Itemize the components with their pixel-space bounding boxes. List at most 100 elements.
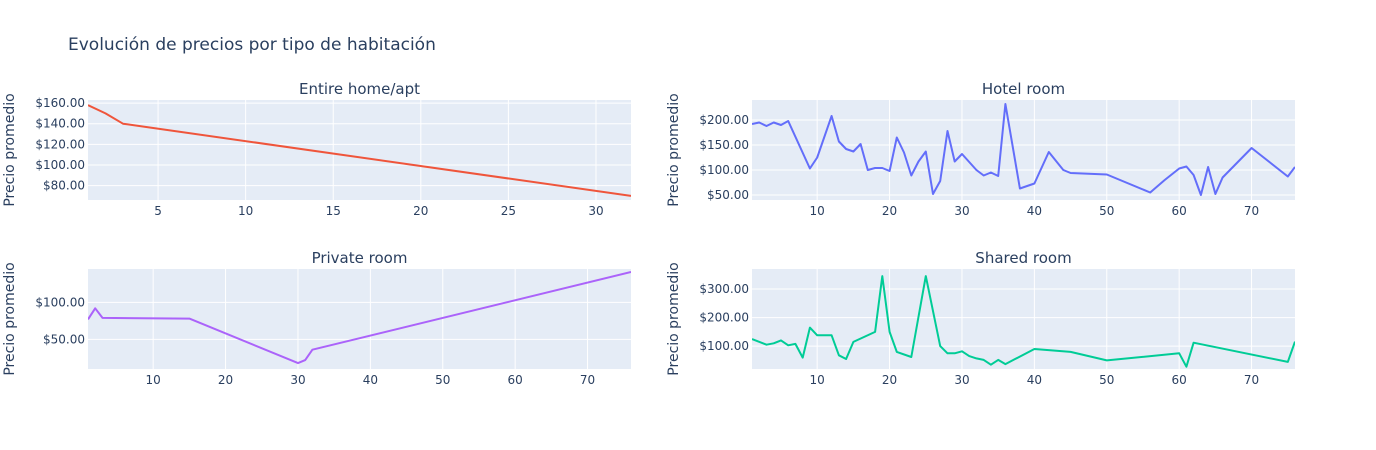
x-tick-label: 25 (501, 204, 516, 218)
data-point-private-room (93, 306, 97, 310)
data-point-private-room (86, 317, 90, 321)
y-tick-label: $100.00 (699, 163, 749, 177)
subplot-title-hotel-room: Hotel room (982, 80, 1065, 98)
data-point-hotel-room (1047, 150, 1051, 154)
data-point-hotel-room (902, 151, 906, 155)
y-tick-label: $100.00 (35, 158, 85, 172)
x-tick-label: 60 (508, 373, 523, 387)
data-point-hotel-room (1184, 165, 1188, 169)
data-point-shared-room (837, 353, 841, 357)
x-tick-label: 20 (882, 373, 897, 387)
data-point-hotel-room (815, 156, 819, 160)
data-point-shared-room (1192, 341, 1196, 345)
data-point-hotel-room (1286, 175, 1290, 179)
data-point-shared-room (895, 350, 899, 354)
series-line-entire-home-apt (88, 104, 631, 197)
x-tick-label: 50 (1099, 204, 1114, 218)
y-axis-title-private-room: Precio promedio (2, 262, 18, 375)
chart-title: Evolución de precios por tipo de habitac… (68, 35, 436, 55)
y-axis-title-entire-home-apt: Precio promedio (2, 93, 18, 206)
data-point-hotel-room (1213, 192, 1217, 196)
data-point-shared-room (801, 356, 805, 360)
data-point-hotel-room (859, 142, 863, 146)
x-tick-label: 30 (954, 373, 969, 387)
data-point-shared-room (815, 333, 819, 337)
data-point-hotel-room (982, 174, 986, 178)
data-point-hotel-room (851, 150, 855, 154)
data-point-hotel-room (830, 114, 834, 118)
data-point-shared-room (967, 354, 971, 358)
data-point-shared-room (1032, 347, 1036, 351)
data-point-shared-room (909, 355, 913, 359)
x-tick-label: 40 (363, 373, 378, 387)
data-point-entire-home-apt (629, 194, 633, 198)
data-point-shared-room (786, 343, 790, 347)
x-tick-label: 70 (1244, 204, 1259, 218)
data-point-shared-room (873, 330, 877, 334)
subplot-title-private-room: Private room (312, 249, 408, 267)
data-point-shared-room (808, 326, 812, 330)
series-line-private-room (88, 271, 631, 365)
data-point-hotel-room (1206, 165, 1210, 169)
y-tick-label: $300.00 (699, 282, 749, 296)
data-point-shared-room (844, 357, 848, 361)
data-point-shared-room (953, 351, 957, 355)
x-tick-label: 70 (1244, 373, 1259, 387)
x-tick-label: 15 (326, 204, 341, 218)
data-point-shared-room (945, 351, 949, 355)
data-point-hotel-room (924, 150, 928, 154)
panel-private-room: 10 20 30 40 50 60 70 $50.00 $100.00 Private room P… (2, 249, 631, 387)
data-point-hotel-room (938, 179, 942, 183)
y-tick-label: $140.00 (35, 117, 85, 131)
x-tick-label: 20 (413, 204, 428, 218)
data-point-shared-room (1177, 351, 1181, 355)
y-tick-label: $150.00 (699, 138, 749, 152)
y-axis-title-hotel-room: Precio promedio (666, 93, 682, 206)
x-tick-label: 70 (580, 373, 595, 387)
x-tick-label: 30 (290, 373, 305, 387)
data-point-hotel-room (1192, 173, 1196, 177)
x-tick-label: 40 (1027, 373, 1042, 387)
data-point-hotel-room (808, 167, 812, 171)
data-point-shared-room (830, 333, 834, 337)
x-tick-label: 40 (1027, 204, 1042, 218)
data-point-hotel-room (917, 160, 921, 164)
panel-hotel-room: 10 20 30 40 50 60 70 $50.00 $100.00 $150.00 $200.0… (666, 80, 1295, 218)
data-point-hotel-room (1250, 146, 1254, 150)
data-point-hotel-room (772, 121, 776, 125)
panel-shared-room: 10 20 30 40 50 60 70 $100.00 $200.00 $300.00 Share… (666, 249, 1295, 387)
data-point-hotel-room (895, 136, 899, 140)
data-point-hotel-room (764, 124, 768, 128)
data-point-entire-home-apt (86, 103, 90, 107)
data-point-private-room (187, 317, 191, 321)
data-point-hotel-room (989, 171, 993, 175)
data-point-shared-room (924, 274, 928, 278)
data-point-hotel-room (866, 168, 870, 172)
y-axis-title-shared-room: Precio promedio (666, 262, 682, 375)
x-tick-label: 10 (810, 204, 825, 218)
data-point-hotel-room (837, 140, 841, 144)
data-point-private-room (100, 316, 104, 320)
x-tick-label: 20 (882, 204, 897, 218)
data-point-shared-room (880, 274, 884, 278)
data-point-hotel-room (779, 123, 783, 127)
data-point-hotel-room (757, 121, 761, 125)
data-point-hotel-room (1105, 173, 1109, 177)
data-point-hotel-room (1177, 167, 1181, 171)
data-point-private-room (296, 361, 300, 365)
data-point-private-room (303, 358, 307, 362)
data-point-shared-room (764, 343, 768, 347)
y-tick-label: $200.00 (699, 113, 749, 127)
data-point-shared-room (1003, 362, 1007, 366)
data-point-hotel-room (1061, 168, 1065, 172)
data-point-shared-room (989, 363, 993, 367)
y-tick-label: $50.00 (707, 188, 749, 202)
x-tick-label: 30 (954, 204, 969, 218)
data-point-shared-room (938, 344, 942, 348)
x-tick-label: 50 (1099, 373, 1114, 387)
data-point-hotel-room (1069, 171, 1073, 175)
panel-entire-home-apt: 5 10 15 20 25 30 $80.00 $100.00 $120.00 $140.00 $1… (2, 80, 633, 218)
x-tick-label: 5 (154, 204, 162, 218)
data-point-hotel-room (996, 174, 1000, 178)
data-point-hotel-room (873, 166, 877, 170)
